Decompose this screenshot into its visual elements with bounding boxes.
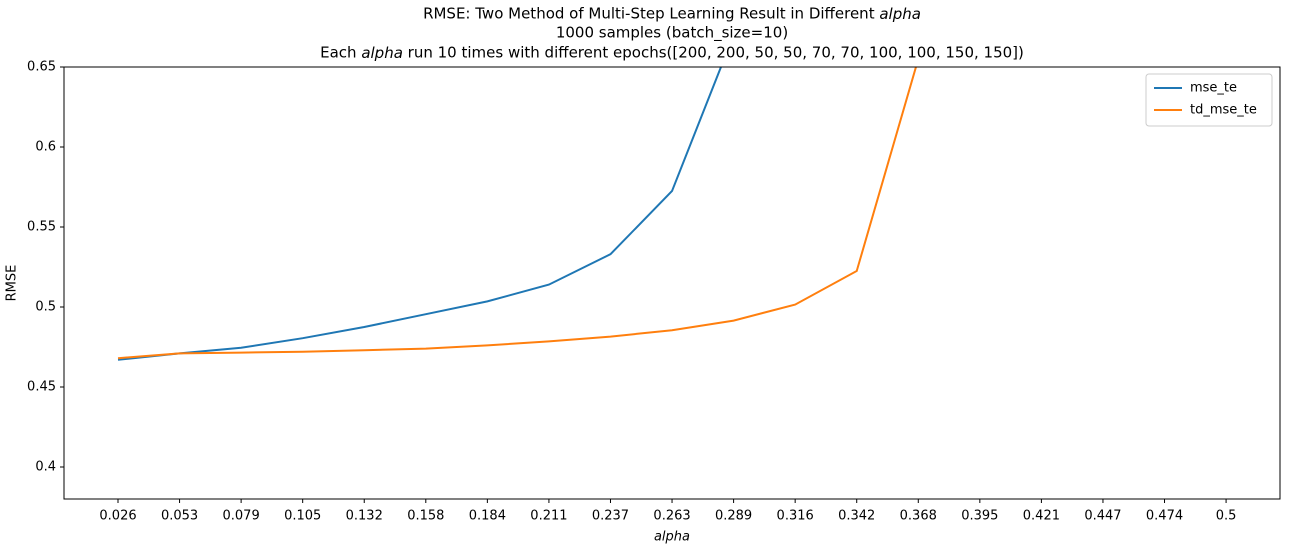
x-tick-label: 0.132 [346, 509, 383, 524]
x-axis-label: alpha [654, 530, 690, 545]
plot-frame [63, 66, 1281, 500]
chart-subtitle: 1000 samples (batch_size=10) [556, 24, 788, 43]
x-tick-label: 0.211 [530, 509, 567, 524]
x-tick-label: 0.316 [777, 509, 814, 524]
x-tick-label: 0.184 [469, 509, 506, 524]
x-tick-label: 0.289 [715, 509, 752, 524]
line-series [117, 67, 917, 360]
line-series [117, 67, 723, 361]
plot-area [117, 67, 917, 361]
x-tick-label: 0.237 [592, 509, 629, 524]
y-tick-label: 0.45 [27, 380, 56, 395]
legend-label: mse_te [1190, 81, 1237, 96]
x-tick-label: 0.395 [961, 509, 998, 524]
chart-title: RMSE: Two Method of Multi-Step Learning … [423, 5, 921, 23]
x-tick-label: 0.053 [161, 509, 198, 524]
y-tick-label: 0.6 [35, 140, 56, 155]
x-tick-label: 0.026 [99, 509, 136, 524]
x-tick-label: 0.342 [838, 509, 875, 524]
x-tick-label: 0.263 [653, 509, 690, 524]
y-tick-label: 0.5 [35, 300, 56, 315]
y-axis-label: RMSE [5, 265, 20, 302]
x-tick-label: 0.105 [284, 509, 321, 524]
x-tick-label: 0.368 [900, 509, 937, 524]
y-tick-label: 0.4 [35, 460, 56, 475]
y-tick-label: 0.65 [27, 60, 56, 75]
chart-subtitle: Each alpha run 10 times with different e… [320, 44, 1024, 62]
x-tick-label: 0.079 [223, 509, 260, 524]
y-tick-label: 0.55 [27, 220, 56, 235]
x-tick-label: 0.447 [1084, 509, 1121, 524]
legend-label: td_mse_te [1190, 103, 1257, 118]
x-tick-label: 0.474 [1146, 509, 1183, 524]
x-tick-label: 0.5 [1216, 509, 1237, 524]
x-tick-label: 0.158 [407, 509, 444, 524]
x-tick-label: 0.421 [1023, 509, 1060, 524]
